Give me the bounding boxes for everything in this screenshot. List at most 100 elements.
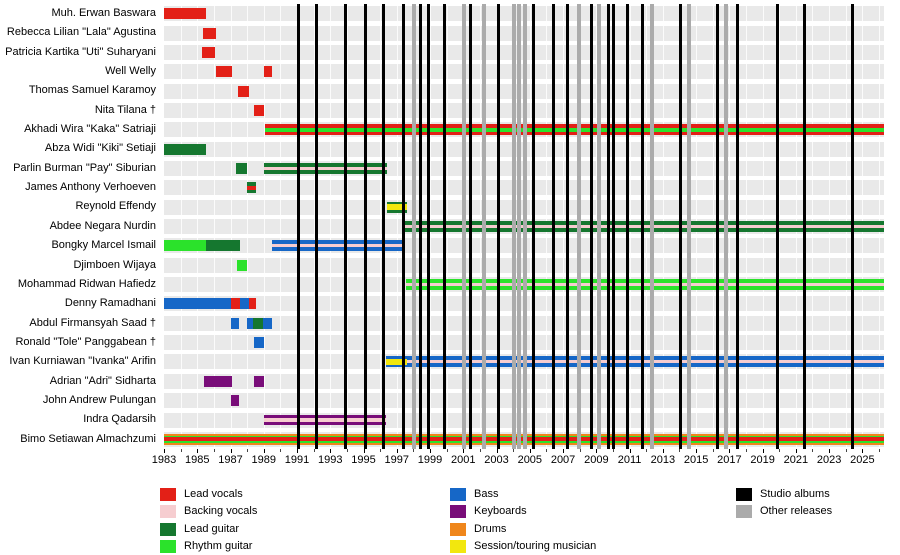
legend-item-studio-albums: Studio albums bbox=[736, 488, 830, 501]
other-release-line bbox=[649, 4, 654, 449]
timeline-bar bbox=[203, 375, 233, 387]
bar-layer-backing-vocals bbox=[272, 244, 402, 248]
bar-layer-lead-vocals bbox=[247, 185, 257, 190]
bar-layer-lead-vocals bbox=[263, 66, 273, 78]
studio-album-line bbox=[589, 4, 593, 449]
member-label: Indra Qadarsih bbox=[83, 413, 156, 426]
bar-layer-session bbox=[385, 358, 407, 366]
timeline-bar bbox=[253, 375, 264, 387]
member-label: Patricia Kartika "Uti" Suharyani bbox=[5, 45, 156, 58]
axis-minor-tick bbox=[646, 449, 648, 452]
timeline-bar bbox=[236, 162, 248, 174]
year-gridline bbox=[180, 4, 182, 449]
axis-minor-tick bbox=[313, 449, 315, 452]
bar-layer-lead-vocals bbox=[237, 85, 249, 97]
axis-tick bbox=[862, 449, 864, 453]
legend-swatch-drums bbox=[450, 522, 466, 536]
bar-layer-lead-vocals bbox=[231, 298, 240, 310]
other-release-line bbox=[462, 4, 467, 449]
axis-minor-tick bbox=[779, 449, 781, 452]
legend-item-session-touring-musician: Session/touring musician bbox=[450, 539, 597, 553]
legend-item-rhythm-guitar: Rhythm guitar bbox=[160, 539, 252, 553]
year-gridline bbox=[396, 4, 398, 449]
member-label: Adrian "Adri" Sidharta bbox=[49, 374, 156, 387]
bar-layer-bass bbox=[272, 247, 402, 252]
bar-layer-bass bbox=[385, 356, 407, 359]
axis-tick-label: 1987 bbox=[218, 454, 243, 466]
timeline-bar bbox=[239, 298, 249, 310]
axis-tick bbox=[396, 449, 398, 453]
studio-album-line bbox=[679, 4, 683, 449]
member-label: Abdul Firmansyah Saad † bbox=[29, 316, 156, 329]
member-label: Rebecca Lilian "Lala" Agustina bbox=[6, 26, 156, 39]
year-gridline bbox=[313, 4, 315, 449]
member-label: Djimboen Wijaya bbox=[73, 258, 156, 271]
legend-item-lead-guitar: Lead guitar bbox=[160, 522, 239, 536]
axis-tick bbox=[430, 449, 432, 453]
axis-minor-tick bbox=[346, 449, 348, 452]
studio-album-line bbox=[344, 4, 348, 449]
legend-item-drums: Drums bbox=[450, 522, 506, 536]
studio-album-line bbox=[381, 4, 385, 449]
legend-item-other-releases: Other releases bbox=[736, 505, 832, 519]
timeline-bar bbox=[386, 201, 407, 213]
axis-minor-tick bbox=[247, 449, 249, 452]
bar-layer-lead-vocals bbox=[264, 124, 884, 128]
axis-tick bbox=[662, 449, 664, 453]
axis-minor-tick bbox=[280, 449, 282, 452]
bar-layer-bass bbox=[406, 356, 884, 361]
axis-minor-tick bbox=[213, 449, 215, 452]
studio-album-line bbox=[802, 4, 806, 449]
legend-item-bass: Bass bbox=[450, 488, 498, 501]
studio-album-line bbox=[736, 4, 739, 449]
axis-tick-label: 2015 bbox=[683, 454, 709, 466]
axis-tick-label: 2017 bbox=[717, 454, 742, 466]
member-label: John Andrew Pulungan bbox=[42, 393, 156, 406]
bar-layer-bass bbox=[262, 317, 273, 329]
timeline-bar bbox=[164, 8, 206, 20]
year-gridline bbox=[330, 4, 332, 449]
axis-tick bbox=[795, 449, 797, 453]
legend-label: Session/touring musician bbox=[474, 539, 597, 552]
bar-layer-lead-guitar bbox=[252, 317, 263, 329]
timeline-bar bbox=[247, 182, 257, 194]
bar-layer-backing-vocals bbox=[406, 360, 884, 364]
legend-item-backing-vocals: Backing vocals bbox=[160, 505, 257, 519]
axis-tick bbox=[696, 449, 698, 453]
year-gridline bbox=[247, 4, 249, 449]
bar-layer-backing-vocals bbox=[263, 166, 387, 170]
studio-album-line bbox=[626, 4, 630, 449]
axis-tick-label: 1985 bbox=[185, 454, 210, 466]
bar-layer-rhythm-guitar bbox=[405, 279, 884, 284]
member-label: Abza Widi "Kiki" Setiaji bbox=[44, 142, 156, 155]
axis-tick bbox=[463, 449, 465, 453]
axis-tick-label: 1991 bbox=[284, 454, 310, 466]
bar-layer-rhythm-guitar bbox=[405, 286, 884, 291]
member-label: Mohammad Ridwan Hafiedz bbox=[17, 277, 156, 290]
other-release-line bbox=[482, 4, 487, 449]
axis-minor-tick bbox=[879, 449, 880, 452]
bar-layer-backing-vocals bbox=[405, 283, 884, 287]
studio-album-line bbox=[442, 4, 446, 449]
plot-area bbox=[164, 4, 884, 449]
legend-swatch-keyboards bbox=[450, 505, 466, 519]
axis-tick bbox=[529, 449, 531, 453]
timeline-bar bbox=[231, 395, 239, 407]
year-gridline bbox=[380, 4, 382, 449]
timeline-bar bbox=[406, 356, 884, 368]
timeline-bar bbox=[164, 240, 206, 252]
studio-album-line bbox=[469, 4, 473, 449]
studio-album-line bbox=[850, 4, 854, 449]
axis-minor-tick bbox=[845, 449, 847, 452]
axis-tick bbox=[363, 449, 365, 453]
axis-minor-tick bbox=[612, 449, 614, 452]
bar-layer-bass bbox=[253, 337, 264, 349]
timeline-bar bbox=[385, 356, 407, 368]
timeline-bar bbox=[264, 124, 884, 136]
bar-layer-backing-vocals bbox=[263, 418, 386, 422]
legend-swatch-backing-vocals bbox=[160, 505, 176, 519]
studio-album-line bbox=[364, 4, 368, 449]
bar-layer-rhythm-guitar bbox=[264, 127, 884, 132]
other-release-line bbox=[523, 4, 528, 449]
year-gridline bbox=[230, 4, 232, 449]
